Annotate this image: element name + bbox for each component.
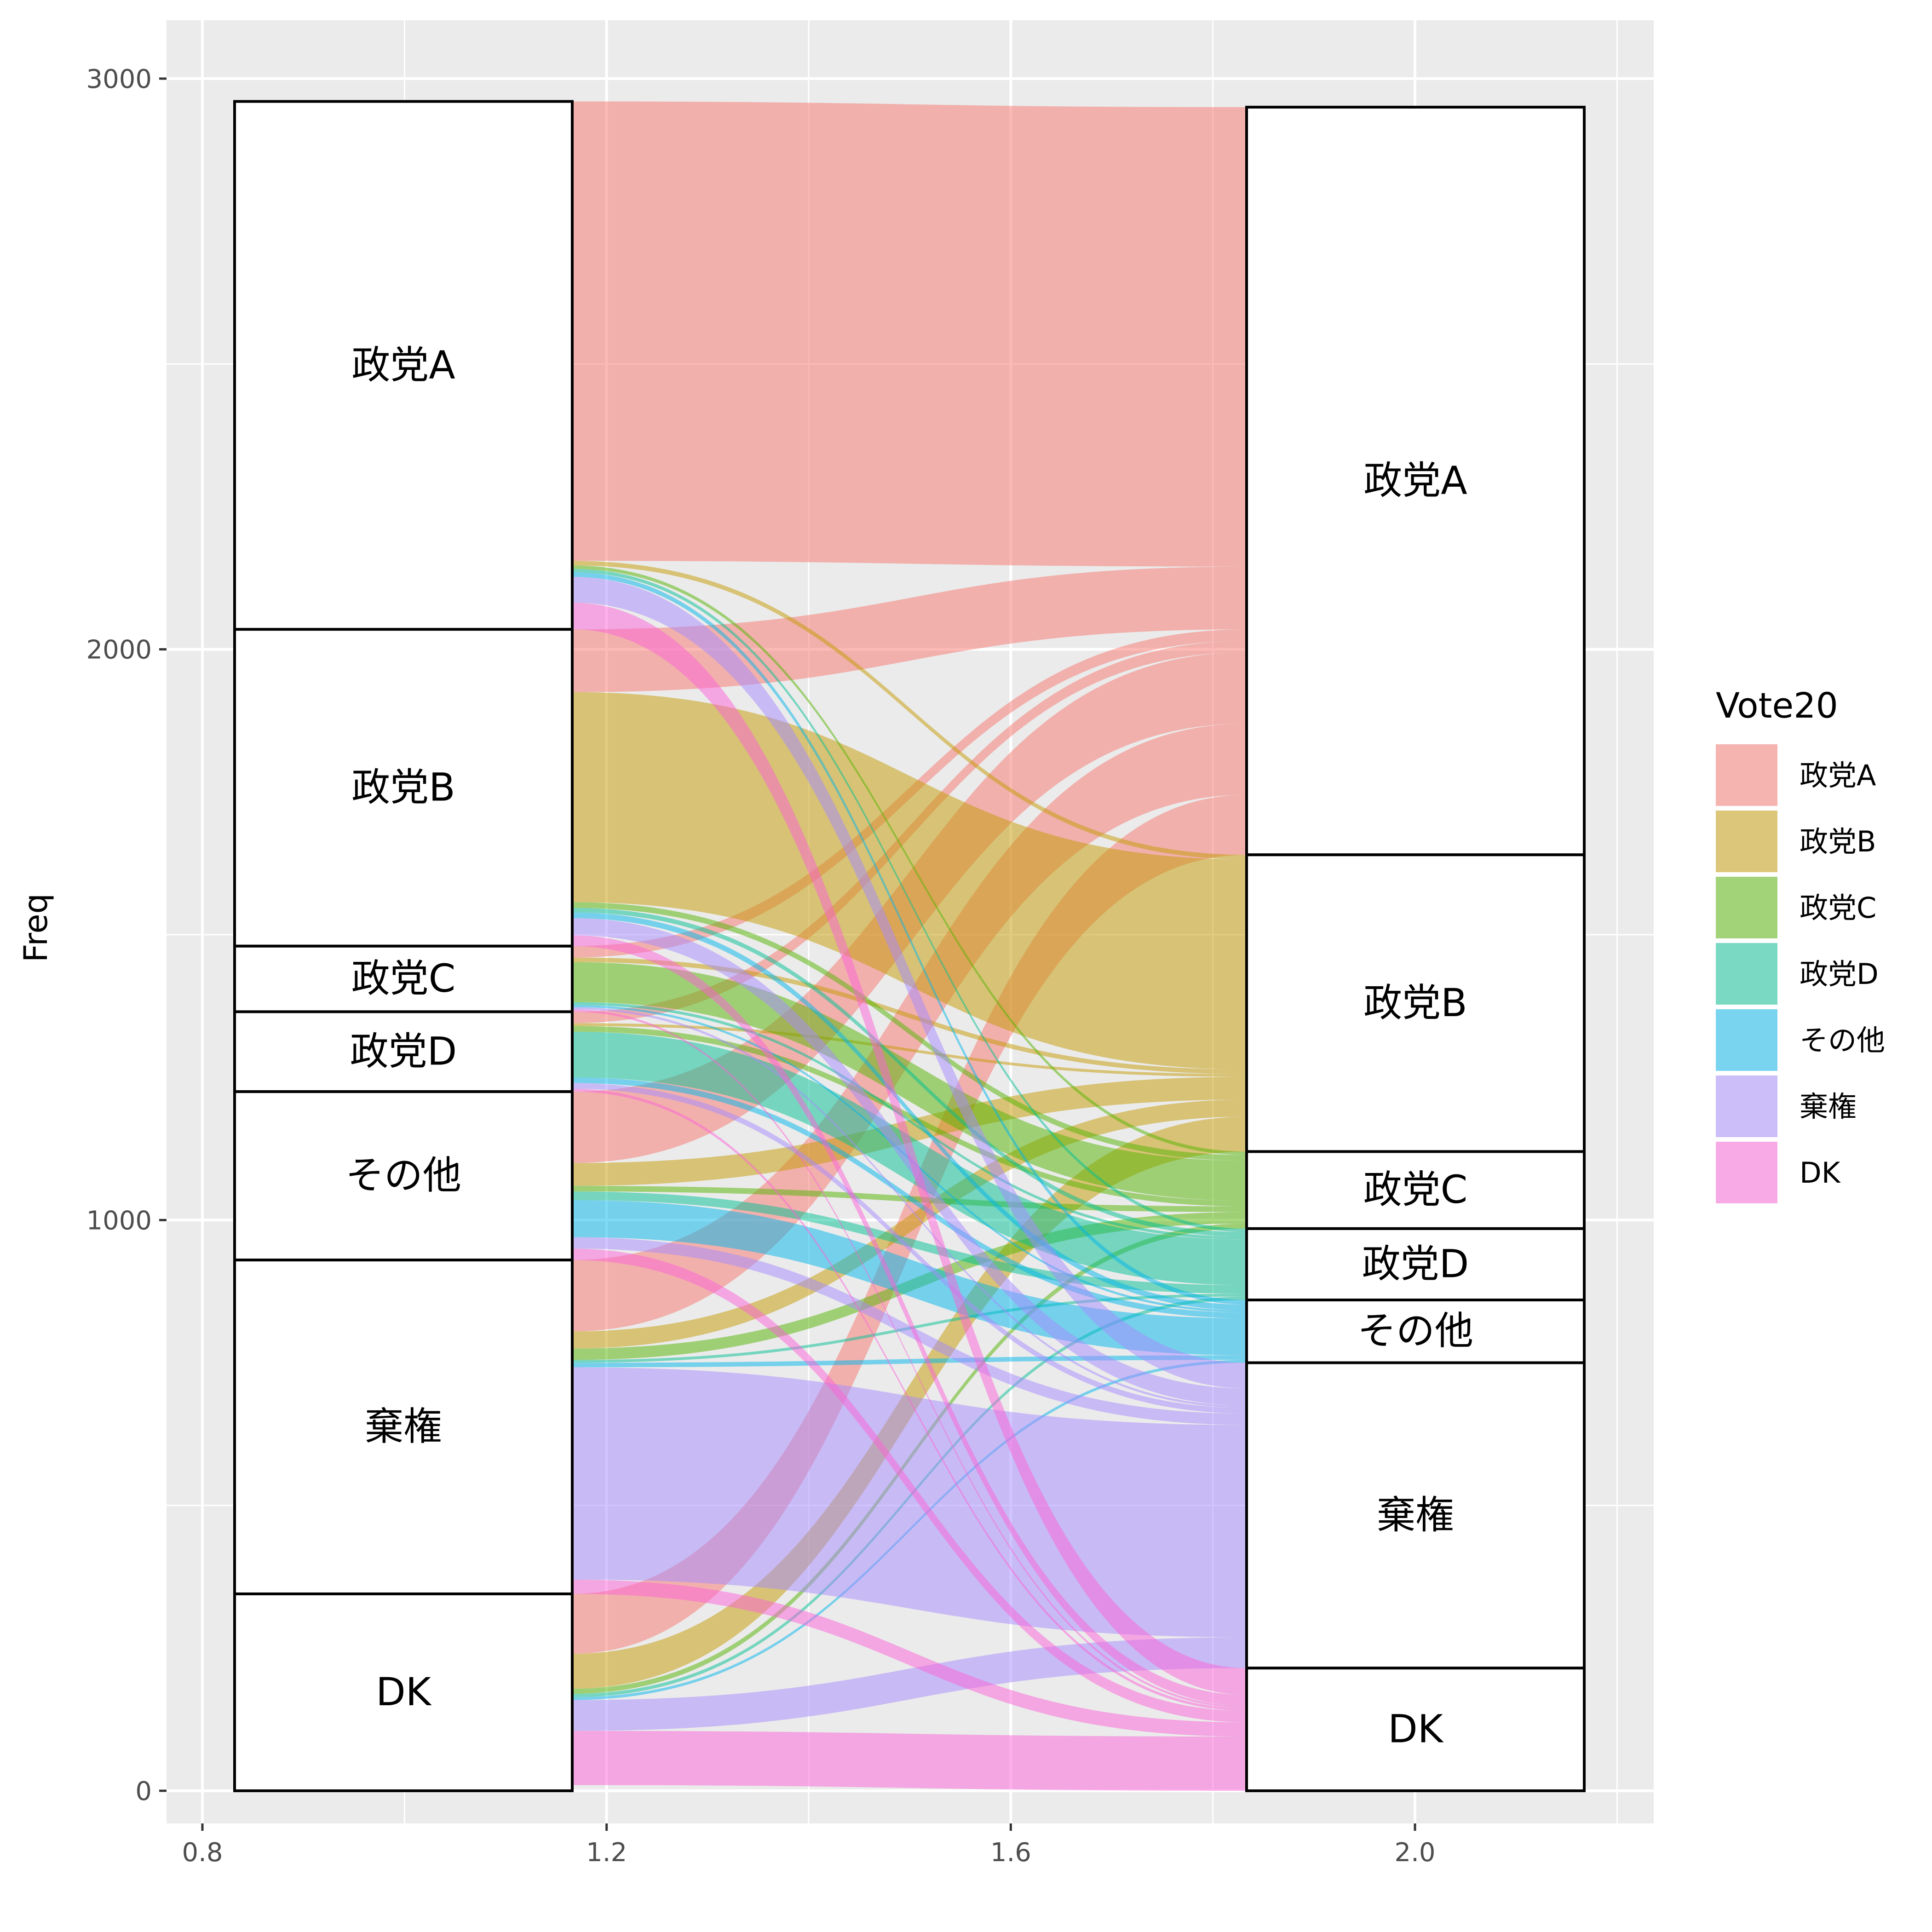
y-tick-label: 0 xyxy=(135,1777,152,1806)
legend-label: DK xyxy=(1800,1156,1841,1190)
stratum-box xyxy=(1245,1150,1586,1230)
legend-label: 政党C xyxy=(1800,891,1876,925)
x-tick-label: 0.8 xyxy=(182,1838,223,1868)
flow-band xyxy=(572,723,1247,1332)
stratum-label: その他 xyxy=(345,1153,461,1198)
stratum-box xyxy=(233,1592,574,1792)
flows xyxy=(572,101,1247,1791)
flow-band xyxy=(572,577,1247,1389)
x-tick-label: 2.0 xyxy=(1395,1838,1436,1868)
stratum-label: 政党A xyxy=(1363,458,1467,503)
stratum-label: 政党C xyxy=(1363,1167,1468,1212)
x-axis: 0.8 1.2 1.6 2.0 xyxy=(182,1823,1436,1868)
legend-swatch xyxy=(1716,1009,1777,1071)
legend-label: 政党D xyxy=(1800,957,1879,991)
flow-band xyxy=(572,908,1247,1237)
flow-band xyxy=(572,1026,1247,1207)
stratum-box xyxy=(1245,1667,1586,1792)
flow-band xyxy=(572,569,1247,1232)
flow-band xyxy=(572,1355,1247,1368)
stratum-box xyxy=(233,1259,574,1595)
stratum-label: 政党C xyxy=(351,956,456,1001)
flow-band xyxy=(572,1007,1247,1408)
legend-swatch xyxy=(1716,1075,1777,1137)
stratum-box xyxy=(1245,853,1586,1153)
y-tick-label: 1000 xyxy=(86,1206,152,1236)
stratum-label: 政党A xyxy=(351,342,455,387)
flow-band xyxy=(572,935,1247,1706)
legend-title: Vote20 xyxy=(1716,685,1838,726)
y-tick-label: 2000 xyxy=(86,635,152,665)
legend-swatch xyxy=(1716,943,1777,1005)
legend-swatch xyxy=(1716,744,1777,806)
stratum-box xyxy=(233,100,574,631)
flow-band xyxy=(572,1637,1247,1731)
y-tick-label: 3000 xyxy=(86,64,152,94)
stratum-label: 棄権 xyxy=(365,1404,442,1449)
stratum-box xyxy=(1245,105,1586,857)
stratum-label: その他 xyxy=(1357,1308,1473,1353)
legend-swatch xyxy=(1716,811,1777,872)
flow-band xyxy=(572,692,1247,1070)
stratum-box xyxy=(233,1010,574,1093)
stratum-box xyxy=(1245,1361,1586,1670)
flow-band xyxy=(572,1009,1247,1708)
flow-band xyxy=(572,565,1247,1155)
flow-band xyxy=(572,1731,1247,1791)
stratum-box xyxy=(233,628,574,948)
flow-band xyxy=(572,1023,1247,1077)
legend-label: 棄権 xyxy=(1800,1090,1857,1123)
flow-band xyxy=(572,1077,1247,1318)
flow-band xyxy=(572,101,1247,567)
stratum-label: 棄権 xyxy=(1377,1492,1454,1537)
stratum-box xyxy=(1245,1298,1586,1364)
stratum-label: 政党D xyxy=(1362,1241,1469,1286)
stratum-label: 政党D xyxy=(350,1029,457,1074)
legend-label: 政党B xyxy=(1800,825,1876,858)
flow-band xyxy=(572,1200,1247,1356)
flow-band xyxy=(572,1191,1247,1294)
flow-band xyxy=(572,1099,1247,1349)
flow-band xyxy=(572,602,1247,1695)
flow-band xyxy=(572,1237,1247,1425)
x-tick-label: 1.6 xyxy=(990,1838,1031,1868)
flow-band xyxy=(572,1579,1247,1737)
stratum-label: DK xyxy=(1388,1707,1444,1752)
flow-band xyxy=(572,912,1247,1311)
flow-band xyxy=(572,902,1247,1161)
stratum-box xyxy=(1245,1227,1586,1301)
legend-label: 政党A xyxy=(1800,759,1876,792)
flow-band xyxy=(572,1076,1247,1186)
flow-band xyxy=(572,1002,1247,1240)
stratum-label: 政党B xyxy=(351,765,455,810)
legend-swatch xyxy=(1716,1142,1777,1203)
flow-band xyxy=(572,572,1247,1305)
legend-label: その他 xyxy=(1800,1024,1885,1057)
legend-swatch xyxy=(1716,877,1777,938)
flow-band xyxy=(572,1088,1247,1711)
stratum-label: 政党B xyxy=(1363,980,1467,1025)
flow-band xyxy=(572,561,1247,860)
stratum-label: DK xyxy=(376,1669,432,1714)
flow-band xyxy=(572,1083,1247,1414)
y-axis-title: Freq xyxy=(17,893,55,962)
x-tick-label: 1.2 xyxy=(586,1838,627,1868)
flow-band xyxy=(572,1248,1247,1723)
flow-band xyxy=(572,957,1247,1074)
y-axis: 0 1000 2000 3000 xyxy=(86,64,167,1806)
